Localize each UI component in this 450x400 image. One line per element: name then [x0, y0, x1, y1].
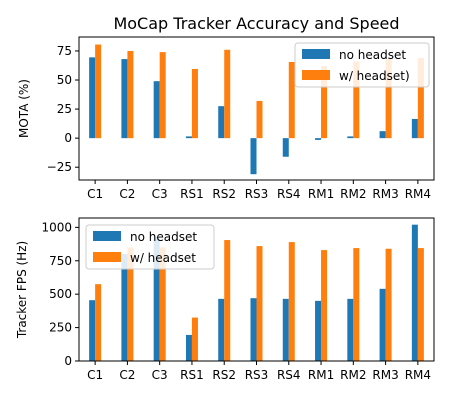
bar-w-headset--c3	[159, 52, 166, 139]
legend-label: no headset	[339, 48, 406, 62]
bar-no-headset-rs4	[282, 138, 289, 157]
bar-w-headset--c1	[95, 44, 102, 139]
x-tick-label: RM2	[340, 187, 366, 201]
bar-w-headset-rm2	[353, 248, 360, 361]
chart-title: MoCap Tracker Accuracy and Speed	[113, 14, 399, 33]
bar-no-headset-rs1	[185, 334, 192, 361]
x-tick-label: RM1	[308, 187, 334, 201]
x-tick-label: RM1	[308, 368, 334, 382]
bar-w-headset-rs2	[224, 240, 231, 361]
y-tick-label: 750	[49, 254, 72, 268]
bar-w-headset--rs2	[224, 49, 231, 139]
bar-w-headset-rs3	[256, 246, 263, 361]
bar-no-headset-rs3	[250, 138, 257, 175]
bar-w-headset-rm4	[417, 248, 424, 361]
bar-no-headset-rs1	[185, 136, 192, 139]
x-tick-label: RS2	[212, 368, 236, 382]
bar-w-headset-c2	[127, 247, 134, 361]
x-tick-label: C2	[119, 368, 135, 382]
legend-label: w/ headset)	[339, 69, 410, 83]
y-tick-label: 250	[49, 321, 72, 335]
y-tick-label: 50	[57, 73, 72, 87]
bar-no-headset-c3	[153, 236, 160, 361]
x-tick-label: C1	[87, 368, 103, 382]
bar-no-headset-rm2	[347, 136, 354, 139]
bar-w-headset--rs4	[288, 62, 295, 139]
bar-no-headset-rs2	[218, 298, 225, 361]
x-tick-label: RS4	[277, 187, 301, 201]
x-tick-label: RS2	[212, 187, 236, 201]
legend-swatch	[93, 231, 121, 241]
bar-w-headset-c1	[95, 284, 102, 361]
x-tick-label: RM4	[405, 368, 431, 382]
bar-no-headset-rm4	[411, 224, 418, 361]
bar-no-headset-rm2	[347, 298, 354, 361]
legend: no headset w/ headset	[85, 224, 215, 270]
bar-no-headset-c2	[121, 59, 128, 139]
x-tick-label: C3	[152, 368, 168, 382]
bar-w-headset--c2	[127, 50, 134, 139]
x-tick-label: RM4	[405, 187, 431, 201]
bar-w-headset-c3	[159, 247, 166, 361]
chart-2: 0 250 500 750 1000 C1 C2 C3 RS1 RS2 RS3 RS4 RM1 RM2 RM…	[15, 217, 435, 382]
bar-w-headset-rm1	[321, 250, 328, 361]
x-tick-label: RM2	[340, 368, 366, 382]
x-tick-label: C3	[152, 187, 168, 201]
legend: no headset w/ headset)	[294, 42, 430, 88]
legend-swatch	[302, 49, 330, 59]
bar-no-headset-rm4	[411, 118, 418, 139]
legend-label: w/ headset	[130, 251, 196, 265]
y-tick-label: 1000	[41, 220, 72, 234]
legend-swatch	[302, 70, 330, 80]
bar-w-headset--rm1	[321, 66, 328, 139]
y-tick-label: 0	[64, 131, 72, 145]
x-tick-label: RS3	[245, 187, 269, 201]
y-tick-label: −25	[47, 160, 72, 174]
x-tick-label: C2	[119, 187, 135, 201]
bar-no-headset-rm1	[315, 138, 322, 140]
bar-no-headset-c2	[121, 254, 128, 361]
bar-w-headset--rs1	[191, 68, 198, 139]
bar-w-headset--rm4	[417, 57, 424, 139]
bar-no-headset-rs2	[218, 106, 225, 139]
y-tick-label: 0	[64, 354, 72, 368]
bar-w-headset--rm2	[353, 61, 360, 139]
x-tick-label: RS4	[277, 368, 301, 382]
bar-no-headset-c1	[89, 300, 96, 361]
y-tick-label: 500	[49, 287, 72, 301]
y-axis-label: MOTA (%)	[17, 79, 31, 138]
bar-w-headset-rm3	[385, 248, 392, 361]
x-tick-label: RS1	[180, 187, 204, 201]
x-tick-label: RS3	[245, 368, 269, 382]
legend-swatch	[93, 252, 121, 262]
bar-no-headset-rm1	[315, 300, 322, 361]
y-tick-label: 75	[57, 44, 72, 58]
bar-no-headset-rs3	[250, 298, 257, 361]
x-tick-label: C1	[87, 187, 103, 201]
bar-w-headset--rm3	[385, 59, 392, 139]
bar-w-headset-rs4	[288, 242, 295, 361]
bar-w-headset-rs1	[191, 317, 198, 361]
y-tick-label: 25	[57, 102, 72, 116]
bar-no-headset-c3	[153, 81, 160, 139]
chart-1: −25 0 25 50 75 C1 C2 C3 RS1 RS2 RS3 RS4 RM1 RM2 RM3 RM4…	[17, 14, 435, 201]
y-axis-label: Tracker FPS (Hz)	[15, 241, 29, 339]
x-tick-label: RM3	[372, 187, 398, 201]
bar-no-headset-c1	[89, 57, 96, 139]
bar-w-headset--rs3	[256, 100, 263, 139]
bar-no-headset-rm3	[379, 131, 386, 139]
x-tick-label: RS1	[180, 368, 204, 382]
legend-label: no headset	[130, 230, 197, 244]
bar-no-headset-rm3	[379, 288, 386, 361]
bar-no-headset-rs4	[282, 298, 289, 361]
x-tick-label: RM3	[372, 368, 398, 382]
